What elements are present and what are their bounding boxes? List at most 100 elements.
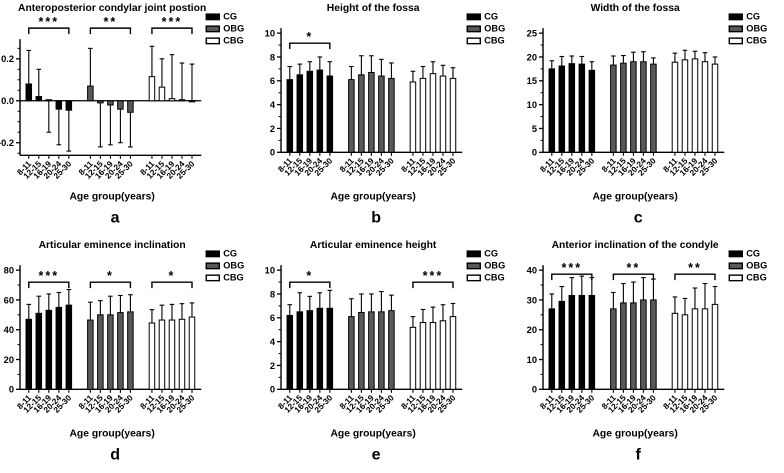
- bar-OBG-12-15: [358, 74, 365, 153]
- y-tick-label: 25: [526, 29, 536, 39]
- bar-OBG-16-19: [629, 61, 637, 153]
- chart-title: Width of the fossa: [590, 3, 679, 14]
- legend-swatch-obg: [728, 25, 743, 33]
- bar-CG-16-19: [306, 70, 314, 153]
- bar-CG-20-24: [578, 63, 585, 153]
- y-tick-label: -0.2: [0, 138, 14, 148]
- bar-CBG-12-15: [420, 77, 427, 153]
- y-tick-label: 8: [270, 289, 275, 299]
- y-tick-label: 0: [270, 384, 275, 394]
- bar-CBG-25-30: [711, 303, 718, 390]
- bar-CG-25-30: [65, 304, 73, 390]
- legend-swatch-cbg: [728, 37, 743, 45]
- chart-panel-e: Articular eminence height CG OBG CBG 0 2 4 6 8 10…: [261, 237, 522, 473]
- legend-label-cg: CG: [485, 248, 499, 258]
- bar-CG-20-24: [316, 307, 324, 390]
- chart-title: Anterior inclination of the condyle: [551, 240, 718, 251]
- y-tick-label: 0.0: [1, 96, 14, 106]
- bar-OBG-8-11: [609, 64, 617, 153]
- y-tick-label: 0: [9, 384, 14, 394]
- y-tick-label: 0: [270, 148, 275, 158]
- chart-title: Articular eminence height: [310, 240, 437, 251]
- bar-CBG-16-19: [168, 319, 176, 390]
- bar-CG-20-24: [55, 100, 63, 110]
- bar-OBG-20-24: [117, 311, 124, 390]
- bar-OBG-8-11: [87, 319, 94, 390]
- legend-label-cg: CG: [746, 12, 760, 22]
- legend-swatch-cg: [466, 13, 482, 21]
- bar-CG-16-19: [306, 309, 314, 390]
- bar-CBG-25-30: [711, 63, 718, 153]
- bar-OBG-16-19: [368, 71, 375, 153]
- legend-label-obg: OBG: [746, 24, 767, 34]
- chart-svg-d: Articular eminence inclination CG OBG CBG 0 2…: [4, 240, 245, 463]
- bar-CG-20-24: [316, 69, 324, 153]
- panel-letter: b: [372, 208, 382, 226]
- x-axis-label: Age group(years): [331, 191, 416, 202]
- bar-CBG-25-30: [450, 77, 457, 153]
- bar-OBG-16-19: [107, 313, 114, 390]
- y-tick-label: 40: [526, 265, 536, 275]
- legend-swatch-cg: [205, 13, 220, 21]
- bar-OBG-12-15: [97, 100, 104, 104]
- y-tick-label: 6: [270, 76, 275, 86]
- significance-stars: ***: [39, 269, 60, 283]
- chart-svg-e: Articular eminence height CG OBG CBG 0 2 4 6 8 10…: [265, 240, 506, 463]
- bar-OBG-8-11: [348, 315, 355, 390]
- legend-swatch-cbg: [205, 37, 220, 45]
- bar-OBG-25-30: [127, 310, 134, 390]
- bar-CBG-20-24: [701, 307, 708, 390]
- legend-label-obg: OBG: [223, 24, 244, 34]
- legend-swatch-obg: [728, 261, 743, 269]
- bar-CBG-12-15: [420, 321, 427, 390]
- panel-letter: f: [635, 445, 641, 463]
- bar-CBG-8-11: [410, 81, 417, 153]
- legend-label-cg: CG: [746, 248, 760, 258]
- legend-label-obg: OBG: [746, 260, 767, 270]
- bar-CBG-8-11: [410, 326, 417, 390]
- significance-bracket: [289, 42, 331, 50]
- significance-bracket: [289, 280, 331, 288]
- bar-CBG-8-11: [671, 61, 678, 153]
- y-tick-label: 10: [265, 29, 275, 39]
- legend-label-obg: OBG: [485, 24, 506, 34]
- bar-CBG-20-24: [701, 61, 708, 153]
- bar-CBG-16-19: [430, 321, 437, 390]
- bar-OBG-20-24: [639, 298, 647, 390]
- legend-label-cg: CG: [223, 248, 237, 258]
- bar-OBG-25-30: [388, 77, 395, 153]
- bar-CG-8-11: [286, 314, 294, 390]
- significance-stars: ***: [162, 15, 183, 29]
- bar-CG-8-11: [548, 68, 555, 153]
- bar-OBG-12-15: [97, 313, 104, 390]
- significance-stars: *: [107, 269, 114, 283]
- significance-stars: **: [626, 261, 640, 275]
- y-tick-label: 20: [4, 354, 14, 364]
- y-tick-label: 10: [526, 100, 536, 110]
- bar-CG-20-24: [578, 294, 585, 390]
- chart-title: Height of the fossa: [327, 3, 420, 14]
- y-tick-label: 8: [270, 52, 275, 62]
- y-tick-label: 2: [270, 124, 275, 134]
- x-axis-label: Age group(years): [70, 428, 155, 439]
- y-tick-label: 4: [270, 337, 276, 347]
- legend-swatch-obg: [466, 261, 482, 269]
- bar-CBG-8-11: [148, 322, 156, 390]
- bar-CG-12-15: [558, 65, 565, 153]
- significance-stars: ***: [423, 269, 444, 283]
- y-tick-label: 4: [270, 100, 276, 110]
- chart-svg-b: Height of the fossaCGOBGCBG02468108-1112…: [265, 3, 506, 226]
- bar-CBG-20-24: [178, 99, 186, 102]
- y-tick-label: 6: [270, 313, 275, 323]
- legend-swatch-cbg: [205, 273, 220, 281]
- bar-CG-16-19: [568, 63, 575, 153]
- bar-OBG-12-15: [619, 62, 627, 153]
- y-tick-label: 10: [265, 265, 275, 275]
- bar-OBG-12-15: [358, 311, 365, 390]
- bar-OBG-25-30: [649, 298, 657, 390]
- bar-CBG-16-19: [691, 58, 698, 153]
- legend-swatch-obg: [205, 261, 220, 269]
- bar-OBG-20-24: [639, 61, 647, 153]
- bar-OBG-8-11: [348, 79, 355, 153]
- bar-CG-25-30: [588, 294, 595, 390]
